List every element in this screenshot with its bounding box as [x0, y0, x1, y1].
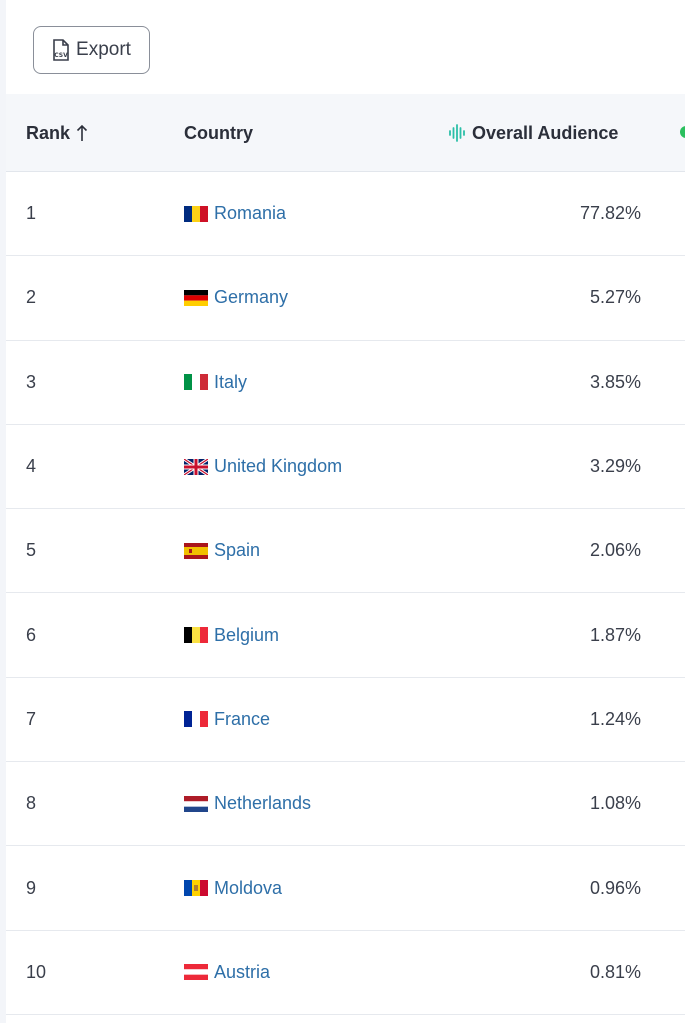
- rank-cell: 6: [26, 624, 37, 645]
- moldova-flag-icon: [184, 880, 208, 897]
- country-link[interactable]: Germany: [184, 256, 288, 339]
- audience-share-cell: 77.82%: [579, 203, 641, 224]
- table-row: 2 Germany 5.27%: [6, 256, 685, 341]
- table-row: 3 Italy 3.85%: [6, 341, 685, 425]
- country-name: Belgium: [214, 624, 280, 645]
- country-name: Moldova: [214, 877, 283, 898]
- rank-cell: 5: [26, 540, 37, 561]
- table-body: 1 Romania 77.82% 2 Germany 5.27% 3 Italy 3.85% 4 U…: [6, 172, 685, 1015]
- audience-share-cell: 1.87%: [589, 624, 641, 645]
- audience-header[interactable]: Overall Audience: [448, 94, 618, 172]
- table-row: 7 France 1.24%: [6, 678, 685, 763]
- spain-flag-icon: [184, 542, 208, 559]
- csv-file-icon: CSV: [53, 39, 69, 61]
- country-name: Romania: [214, 203, 287, 224]
- rank-cell: 10: [26, 961, 47, 982]
- audience-share-cell: 0.81%: [589, 961, 641, 982]
- table-row: 10 Austria 0.81%: [6, 931, 685, 1015]
- country-link[interactable]: France: [184, 678, 270, 761]
- country-link[interactable]: Netherlands: [184, 762, 311, 845]
- country-name: France: [214, 708, 271, 729]
- country-name: Spain: [214, 540, 261, 561]
- country-link[interactable]: Romania: [184, 172, 286, 255]
- export-label: Export: [76, 39, 131, 60]
- audience-share-cell: 1.08%: [589, 793, 641, 814]
- country-name: Italy: [214, 371, 248, 392]
- rank-cell: 1: [26, 203, 37, 224]
- rank-header-label: Rank: [26, 122, 71, 143]
- table-row: 1 Romania 77.82%: [6, 172, 685, 257]
- table-row: 9 Moldova 0.96%: [6, 846, 685, 931]
- table-row: 6 Belgium 1.87%: [6, 593, 685, 678]
- table-row: 8 Netherlands 1.08%: [6, 762, 685, 847]
- country-name: Austria: [214, 961, 271, 982]
- netherlands-flag-icon: [184, 795, 208, 812]
- country-link[interactable]: Italy: [184, 341, 247, 424]
- export-button[interactable]: CSV Export: [33, 26, 150, 74]
- table-row: 4 United Kingdom 3.29%: [6, 425, 685, 510]
- germany-flag-icon: [184, 289, 208, 306]
- audience-header-label: Overall Audience: [472, 122, 619, 143]
- rank-cell: 8: [26, 793, 37, 814]
- rank-cell: 9: [26, 877, 37, 898]
- country-header-label: Country: [184, 122, 253, 143]
- svg-text:CSV: CSV: [54, 52, 68, 59]
- audience-share-cell: 1.24%: [589, 708, 641, 729]
- audience-share-cell: 0.96%: [589, 877, 641, 898]
- country-name: Germany: [214, 287, 289, 308]
- italy-flag-icon: [184, 374, 208, 391]
- country-link[interactable]: Austria: [184, 931, 270, 1014]
- next-column-indicator: [680, 126, 685, 138]
- country-name: United Kingdom: [214, 456, 343, 477]
- romania-flag-icon: [184, 205, 208, 222]
- audio-wave-icon: [449, 124, 465, 142]
- audience-share-cell: 5.27%: [589, 287, 641, 308]
- rank-cell: 7: [26, 708, 37, 729]
- rank-cell: 2: [26, 287, 37, 308]
- country-header[interactable]: Country: [184, 94, 253, 172]
- rank-header[interactable]: Rank: [26, 94, 88, 172]
- country-link[interactable]: Belgium: [184, 593, 279, 676]
- country-name: Netherlands: [214, 793, 312, 814]
- belgium-flag-icon: [184, 627, 208, 644]
- table-row: 5 Spain 2.06%: [6, 509, 685, 594]
- country-link[interactable]: United Kingdom: [184, 425, 342, 508]
- audience-share-cell: 3.85%: [589, 371, 641, 392]
- rank-cell: 4: [26, 456, 37, 477]
- country-link[interactable]: Moldova: [184, 846, 282, 929]
- left-edge: [0, 0, 6, 1023]
- uk-flag-icon: [184, 458, 208, 475]
- country-table: Rank Country Overall Audience 1 Romania 77…: [6, 94, 685, 1015]
- audience-share-cell: 2.06%: [589, 540, 641, 561]
- country-link[interactable]: Spain: [184, 509, 260, 592]
- arrow-up-icon: [76, 124, 88, 141]
- austria-flag-icon: [184, 964, 208, 981]
- table-header: Rank Country Overall Audience: [6, 94, 685, 172]
- france-flag-icon: [184, 711, 208, 728]
- audience-share-cell: 3.29%: [589, 456, 641, 477]
- rank-cell: 3: [26, 371, 37, 392]
